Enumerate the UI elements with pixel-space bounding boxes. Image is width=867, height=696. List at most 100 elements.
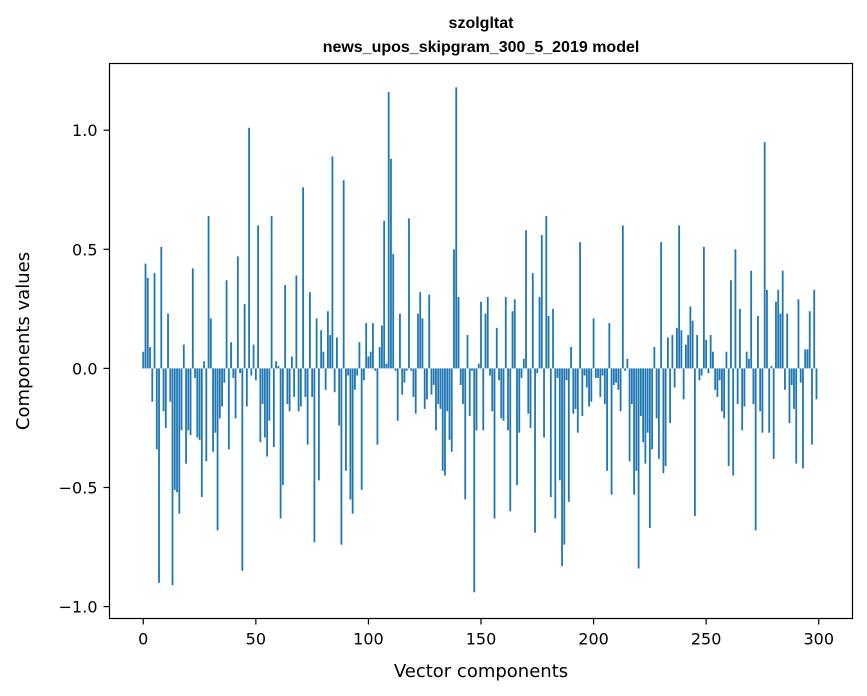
bar [299, 368, 302, 407]
bar [205, 368, 208, 462]
bar [142, 351, 145, 369]
bar [558, 368, 561, 481]
bar [236, 256, 239, 369]
bar [718, 368, 721, 381]
bar [144, 263, 147, 369]
bar [784, 368, 786, 390]
bar [306, 368, 309, 445]
bar [466, 335, 469, 369]
bar [556, 368, 559, 378]
bar [779, 313, 782, 369]
bar [378, 346, 381, 369]
bar [419, 292, 422, 369]
bar [745, 351, 748, 369]
bar [621, 225, 624, 369]
bar [428, 294, 431, 369]
bar [171, 368, 174, 586]
bar [363, 368, 365, 381]
bar [507, 368, 509, 431]
bar [709, 335, 712, 369]
bar [417, 313, 419, 369]
bar [327, 311, 329, 369]
bar [743, 368, 746, 407]
bar [592, 318, 595, 369]
bar [671, 335, 674, 369]
bar [401, 368, 404, 395]
bar [684, 344, 687, 369]
y-axis: −1.0 −0.5 0.0 0.5 1.0 [59, 121, 110, 617]
bar [385, 363, 388, 369]
bar [534, 368, 536, 533]
bar [547, 315, 550, 369]
bar [259, 368, 262, 443]
bar [200, 368, 203, 498]
bar [146, 277, 149, 369]
bar [304, 368, 307, 397]
bar [275, 361, 278, 369]
bar [766, 289, 768, 369]
bar [642, 368, 645, 443]
bar [408, 218, 410, 369]
bar [439, 368, 442, 409]
bar [284, 285, 287, 369]
bar [768, 368, 771, 433]
bar [441, 368, 444, 471]
bar [340, 368, 343, 545]
bar [500, 368, 503, 419]
bar [155, 368, 158, 450]
bar [317, 368, 320, 481]
bar [752, 368, 755, 405]
bar [453, 249, 455, 369]
bar [399, 313, 401, 369]
bar [374, 368, 377, 371]
bar [597, 368, 599, 378]
bar [477, 363, 480, 369]
y-tick-label: 1.0 [72, 121, 97, 140]
bar [360, 368, 363, 490]
bar [748, 358, 750, 369]
bar [567, 368, 570, 502]
bar [693, 368, 696, 517]
bar [757, 315, 759, 369]
bar [239, 368, 241, 374]
bar [619, 368, 622, 412]
x-tick-label: 150 [466, 630, 497, 649]
bar [599, 368, 602, 397]
bar [662, 368, 665, 474]
bar [365, 323, 368, 369]
bar [639, 368, 642, 417]
bar [212, 368, 214, 452]
bar [712, 351, 714, 369]
bar [459, 368, 462, 386]
bar [705, 339, 708, 369]
bar [266, 368, 269, 457]
bar [457, 296, 460, 369]
x-axis-label: Vector components [394, 661, 568, 682]
bar [381, 325, 383, 369]
bar [761, 368, 764, 433]
bar [754, 368, 757, 531]
bar [437, 368, 440, 405]
bar [324, 368, 327, 390]
bar [167, 313, 169, 369]
bar [653, 346, 656, 369]
bar [549, 368, 552, 498]
bar [608, 323, 611, 369]
bar [225, 280, 228, 369]
bar [730, 280, 732, 369]
bar [516, 368, 518, 486]
bar [655, 368, 658, 419]
bar [572, 368, 575, 414]
bar [732, 368, 735, 476]
bar [162, 368, 165, 412]
bar [727, 368, 730, 467]
bar [583, 368, 586, 376]
bar [669, 368, 672, 424]
bar [698, 368, 701, 381]
bar [673, 368, 676, 388]
bar [254, 368, 257, 381]
bar [565, 368, 568, 381]
bar [540, 235, 543, 369]
bar [180, 368, 183, 431]
x-tick-label: 100 [353, 630, 384, 649]
